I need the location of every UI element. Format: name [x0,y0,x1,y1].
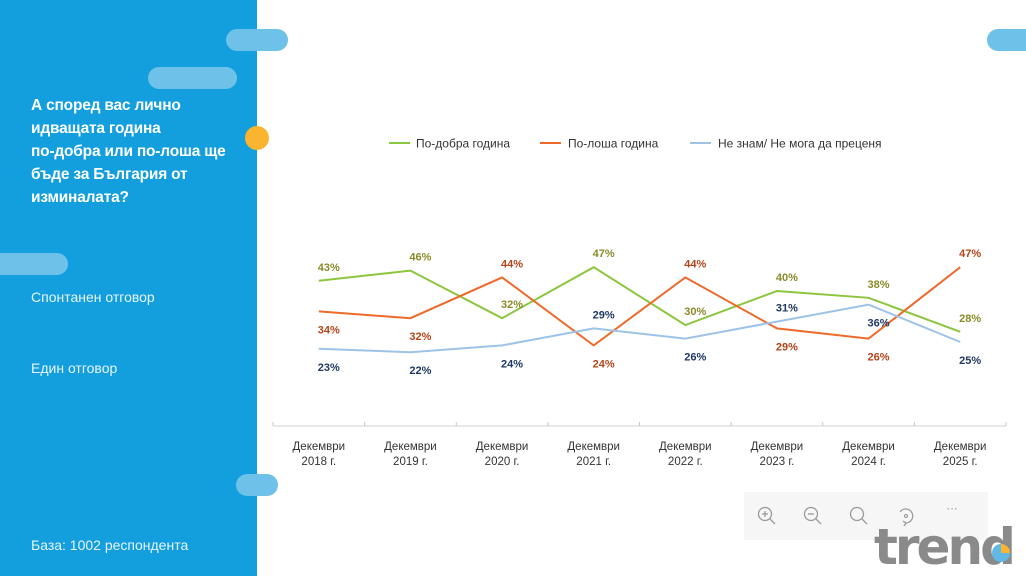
x-tick-label: Декември [567,441,620,453]
x-tick-label: 2024 г. [851,456,886,468]
x-tick-label: Декември [476,441,529,453]
decor-pill [148,67,237,89]
logo-text: trend [874,520,1013,572]
x-tick-label: Декември [934,441,987,453]
x-tick-label: 2019 г. [393,456,428,468]
answer-type-note: Спонтанен отговор [31,289,155,305]
series-line-worse [318,266,961,347]
legend-label-better: По-добра година [416,137,510,151]
legend-label-worse: По-лоша година [568,137,659,151]
decor-pill [987,29,1026,51]
data-label-better: 30% [684,306,706,318]
zoom-in-icon[interactable] [755,504,779,528]
data-label-better: 46% [409,252,431,264]
question-line: изминалата? [31,189,129,206]
accent-dot [245,126,269,150]
question-line: бъде за България от [31,166,188,183]
x-tick-label: 2022 г. [668,456,703,468]
trend-logo: trend [874,520,1016,572]
x-tick-label: 2023 г. [760,456,795,468]
more-icon[interactable]: ··· [946,502,958,516]
question-line: идващата година [31,120,161,137]
chart-toolbar: ··· [744,492,988,540]
data-label-worse: 29% [776,341,798,353]
data-label-better: 40% [776,272,798,284]
data-label-dunno: 24% [501,358,523,370]
x-tick-label: Декември [384,441,437,453]
data-label-worse: 26% [868,352,890,364]
series-line-better [318,266,961,333]
series-group [318,266,961,354]
zoom-out-icon[interactable] [801,504,825,528]
x-tick-label: 2021 г. [576,456,611,468]
data-label-worse: 44% [501,258,523,270]
x-tick-label: Декември [751,441,804,453]
chart-legend: По-добра година По-лоша година Не знам/ … [389,137,882,151]
data-label-worse: 47% [959,248,981,260]
survey-question: А според вас лично идващата година по-до… [31,94,246,209]
question-line: по-добра или по-лоша ще [31,143,226,160]
decor-pill [226,29,288,51]
x-axis: Декември 2018 г. Декември 2019 г. Декември 20… [272,422,1007,468]
data-label-better: 38% [868,279,890,291]
search-icon[interactable] [847,504,871,528]
data-label-dunno: 22% [409,365,431,377]
x-tick-label: Декември [293,441,346,453]
reset-icon[interactable] [894,504,918,528]
sidebar [0,0,257,576]
x-tick-label: 2018 г. [301,456,336,468]
data-label-dunno: 23% [318,362,340,374]
legend-label-dunno: Не знам/ Не мога да преценя [718,137,882,151]
data-label-worse: 32% [409,331,431,343]
data-label-dunno: 36% [868,318,890,330]
data-label-better: 47% [593,248,615,260]
data-label-worse: 44% [684,258,706,270]
answer-count-note: Един отговор [31,360,118,376]
data-label-dunno: 25% [959,355,981,367]
data-label-better: 28% [959,313,981,325]
data-labels: 43% 46% 32% 47% 30% 40% 38% 28% 34% 32% 44% 24% 44% 2… [318,248,982,377]
x-tick-label: Декември [842,441,895,453]
x-tick-label: 2025 г. [943,456,978,468]
data-label-better: 32% [501,299,523,311]
data-label-better: 43% [318,262,340,274]
decor-pill [236,474,278,496]
data-label-worse: 34% [318,324,340,336]
x-tick-label: 2020 г. [485,456,520,468]
question-line: А според вас лично [31,97,181,114]
data-label-dunno: 29% [593,309,615,321]
series-line-dunno [318,303,961,354]
decor-pill [0,253,68,275]
data-label-worse: 24% [593,358,615,370]
data-label-dunno: 26% [684,352,706,364]
sample-base: База: 1002 респондента [31,537,189,553]
x-tick-label: Декември [659,441,712,453]
data-label-dunno: 31% [776,303,798,315]
